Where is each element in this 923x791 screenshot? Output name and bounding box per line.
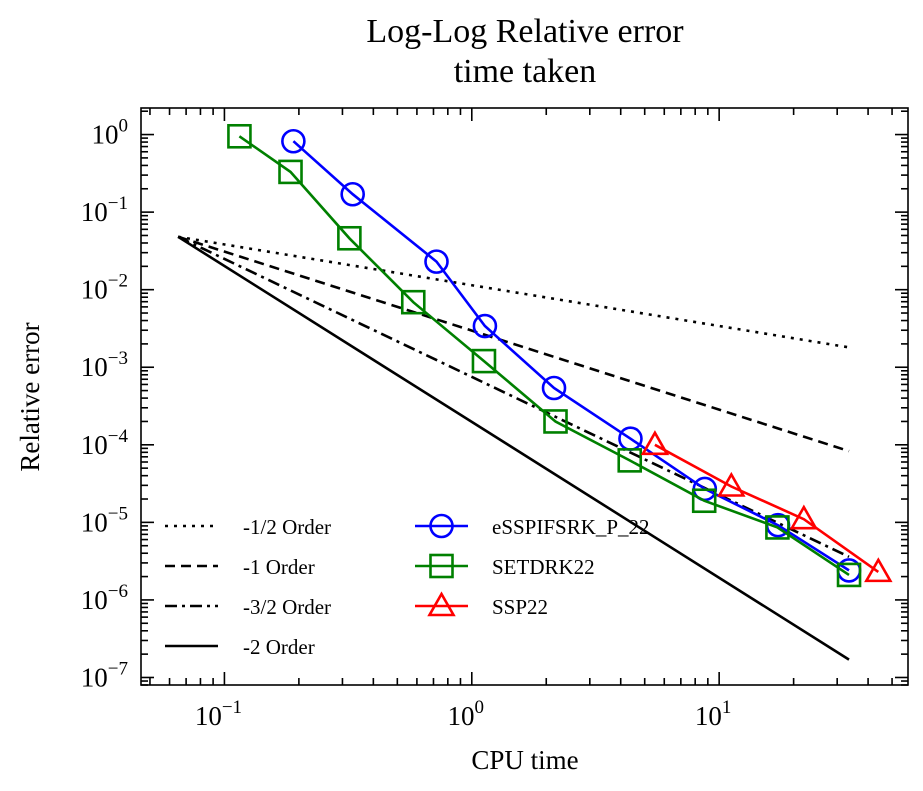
y-tick-label: 10−5 <box>81 503 128 537</box>
x-axis-label: CPU time <box>471 745 578 775</box>
legend: -1/2 Order -1 Order -3/2 Order -2 Order eSSP… <box>165 513 650 659</box>
series-line <box>654 443 880 573</box>
reference-line <box>177 235 850 349</box>
data-point-square <box>227 123 252 149</box>
legend-label: SSP22 <box>492 595 548 619</box>
data-point-circle <box>472 313 498 339</box>
reference-line <box>177 235 850 558</box>
chart-title-line-2: time taken <box>454 53 597 90</box>
legend-marker-square <box>429 553 454 579</box>
series-line <box>238 135 850 576</box>
legend-label: -1/2 Order <box>243 515 331 539</box>
x-tick-label: 10−1 <box>195 697 242 731</box>
data-point-circle <box>281 128 306 154</box>
data-point-square <box>278 159 303 185</box>
y-tick-label: 10−6 <box>81 581 128 615</box>
legend-marker-triangle <box>427 591 456 617</box>
series-line <box>292 140 850 572</box>
data-point-square <box>337 225 362 251</box>
legend-label: -2 Order <box>243 635 315 659</box>
x-tick-label: 101 <box>695 697 732 731</box>
data-point-square <box>836 562 862 588</box>
data-point-square <box>471 348 497 374</box>
reference-line <box>177 235 850 453</box>
data-point-square <box>543 409 568 434</box>
data-point-square <box>691 488 717 514</box>
data-point-triangle <box>864 557 893 583</box>
legend-label: -3/2 Order <box>243 595 331 619</box>
legend-label: eSSPIFSRK_P_22 <box>492 515 650 539</box>
data-point-square <box>765 515 790 540</box>
plot-area: 10−1 100 101 100 10−1 10−2 10−3 10−4 10−5 10−6 10−… <box>81 107 909 731</box>
data-point-square <box>617 448 643 473</box>
x-tick-label: 100 <box>448 697 485 731</box>
legend-label: SETDRK22 <box>492 555 595 579</box>
legend-marker-circle <box>429 513 454 539</box>
data-point-square <box>400 289 426 315</box>
chart-title-line-1: Log-Log Relative error <box>366 13 684 50</box>
reference-line <box>177 235 850 661</box>
axes-frame <box>140 107 909 686</box>
y-tick-label: 10−7 <box>81 658 128 692</box>
data-point-circle <box>541 375 567 401</box>
y-tick-label: 100 <box>92 116 129 150</box>
data-point-triangle <box>717 471 746 497</box>
data-point-circle <box>340 181 365 207</box>
data-point-triangle <box>640 430 670 456</box>
y-tick-label: 10−4 <box>81 426 129 460</box>
data-point-circle <box>424 249 449 274</box>
y-tick-label: 10−2 <box>81 271 128 305</box>
legend-label: -1 Order <box>243 555 315 579</box>
y-tick-label: 10−3 <box>81 348 128 382</box>
y-axis-label: Relative error <box>15 322 45 471</box>
data-point-triangle <box>789 504 819 530</box>
y-tick-label: 10−1 <box>81 193 128 227</box>
